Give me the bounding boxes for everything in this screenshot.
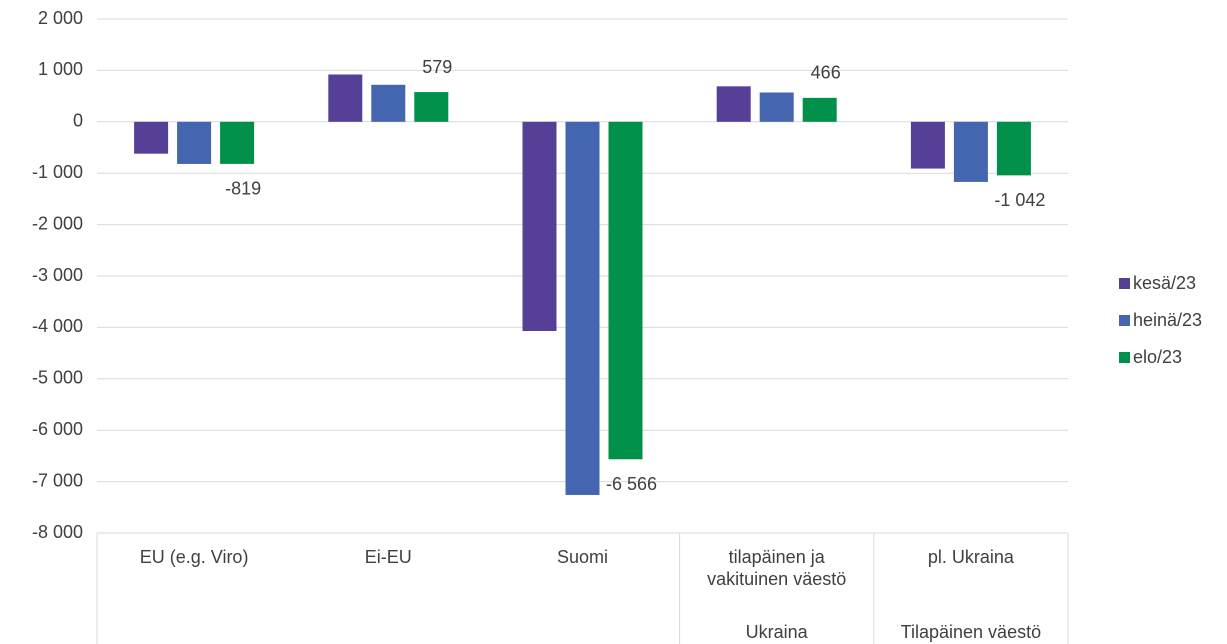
- y-tick-label: 2 000: [38, 8, 83, 28]
- bar: [328, 74, 363, 122]
- y-tick-label: -6 000: [32, 419, 83, 439]
- y-tick-label: -1 000: [32, 162, 83, 182]
- x-tick-label: pl. Ukraina: [927, 547, 1014, 567]
- legend-swatch: [1119, 315, 1130, 326]
- y-tick-label: -7 000: [32, 470, 83, 490]
- y-tick-label: -5 000: [32, 368, 83, 388]
- legend-label: elo/23: [1133, 347, 1182, 367]
- bar: [953, 121, 988, 182]
- x-tick-label: tilapäinen ja vakituinen väestö: [707, 547, 847, 589]
- data-label: -819: [225, 179, 261, 199]
- y-tick-label: 1 000: [38, 59, 83, 79]
- bar: [371, 84, 406, 122]
- bar: [608, 121, 643, 460]
- bar: [220, 121, 255, 164]
- data-label: -1 042: [994, 190, 1045, 210]
- bar: [716, 86, 751, 122]
- bar: [177, 121, 212, 164]
- data-label: 466: [811, 63, 841, 83]
- data-label: 579: [422, 57, 452, 77]
- group-label: Ukraina: [745, 622, 808, 642]
- legend-swatch: [1119, 352, 1130, 363]
- y-tick-label: -2 000: [32, 213, 83, 233]
- bar: [522, 121, 557, 331]
- data-label: -6 566: [606, 474, 657, 494]
- bar: [134, 121, 169, 154]
- y-tick-label: 0: [73, 111, 83, 131]
- x-tick-label: EU (e.g. Viro): [139, 547, 249, 567]
- bar: [996, 121, 1031, 176]
- group-label: Tilapäinen väestö: [900, 622, 1042, 642]
- x-tick-label: Ei-EU: [364, 547, 412, 567]
- legend-label: kesä/23: [1133, 273, 1196, 293]
- x-tick-label: Suomi: [556, 547, 608, 567]
- legend-label: heinä/23: [1133, 310, 1202, 330]
- y-tick-label: -8 000: [32, 522, 83, 542]
- y-tick-label: -3 000: [32, 265, 83, 285]
- bar: [759, 92, 794, 122]
- bar: [910, 121, 945, 169]
- y-tick-label: -4 000: [32, 316, 83, 336]
- legend-swatch: [1119, 278, 1130, 289]
- bar: [802, 97, 837, 122]
- bar: [565, 121, 600, 495]
- bar: [414, 92, 449, 122]
